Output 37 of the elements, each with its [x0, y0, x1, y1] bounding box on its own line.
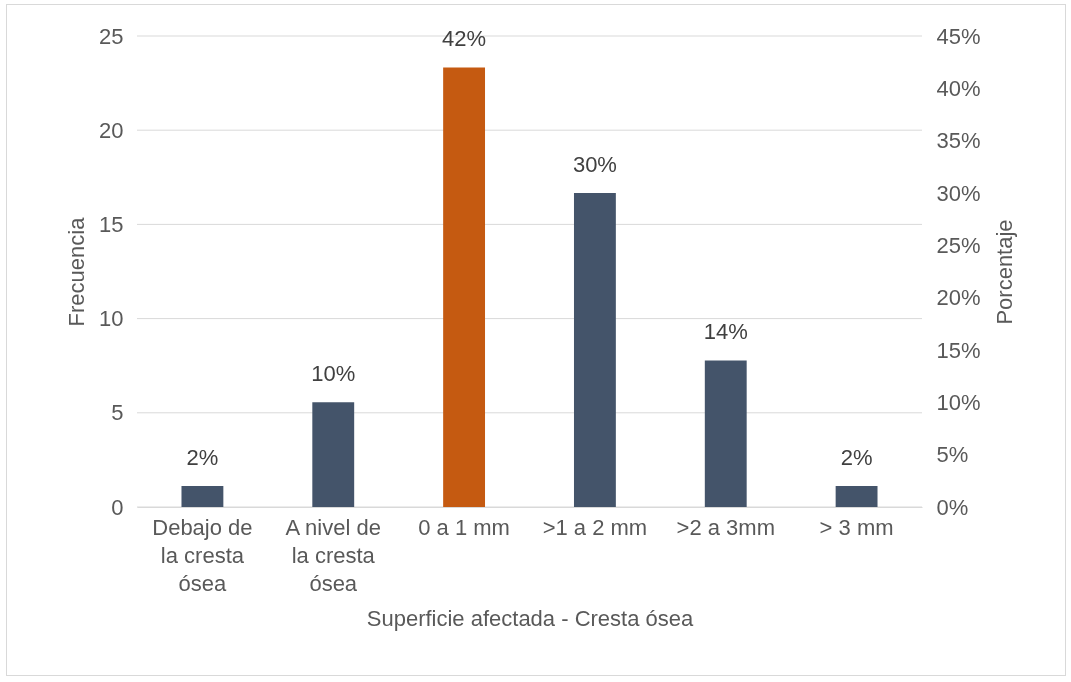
- y2-tick-label: 20%: [936, 285, 981, 311]
- x-tick-label: A nivel de la cresta ósea: [285, 514, 381, 596]
- data-label: 30%: [572, 152, 617, 177]
- x-tick-label: Debajo de la cresta ósea: [152, 514, 253, 596]
- y2-tick-label: 5%: [936, 442, 969, 468]
- x-tick-label: 0 a 1 mm: [418, 514, 510, 540]
- y2-tick-label: 0%: [936, 494, 969, 520]
- y-tick-label: 20: [99, 117, 124, 143]
- y-tick-label: 10: [99, 306, 124, 332]
- bar: [704, 360, 747, 507]
- y2-tick-label: 40%: [936, 75, 981, 101]
- y2-tick-label: 10%: [936, 389, 981, 415]
- y2-tick-label: 45%: [936, 23, 981, 49]
- bar: [181, 486, 224, 507]
- bar: [443, 67, 486, 507]
- data-label: 2%: [186, 445, 219, 471]
- bar: [835, 486, 878, 507]
- data-label: 10%: [311, 361, 356, 387]
- bar: [312, 402, 355, 507]
- x-axis-title: Superficie afectada - Cresta ósea: [366, 605, 695, 631]
- x-tick-label: > 3 mm: [819, 514, 894, 540]
- y-tick-label: 15: [99, 211, 124, 237]
- y-tick-label: 5: [111, 400, 124, 426]
- data-label: 42%: [442, 26, 487, 52]
- y2-tick-label: 25%: [936, 232, 981, 258]
- y-tick-label: 0: [111, 494, 124, 520]
- y-axis-title: Frecuencia: [64, 216, 90, 327]
- bar: [573, 193, 616, 507]
- x-tick-label: >2 a 3mm: [676, 514, 775, 540]
- data-label: 14%: [703, 319, 748, 345]
- x-tick-label: >1 a 2 mm: [542, 514, 648, 540]
- y2-axis-title: Porcentaje: [991, 219, 1017, 325]
- y-tick-label: 25: [99, 23, 124, 49]
- y2-tick-label: 35%: [936, 128, 981, 154]
- data-label: 2%: [840, 445, 873, 471]
- y2-tick-label: 15%: [936, 337, 981, 363]
- y2-tick-label: 30%: [936, 180, 981, 206]
